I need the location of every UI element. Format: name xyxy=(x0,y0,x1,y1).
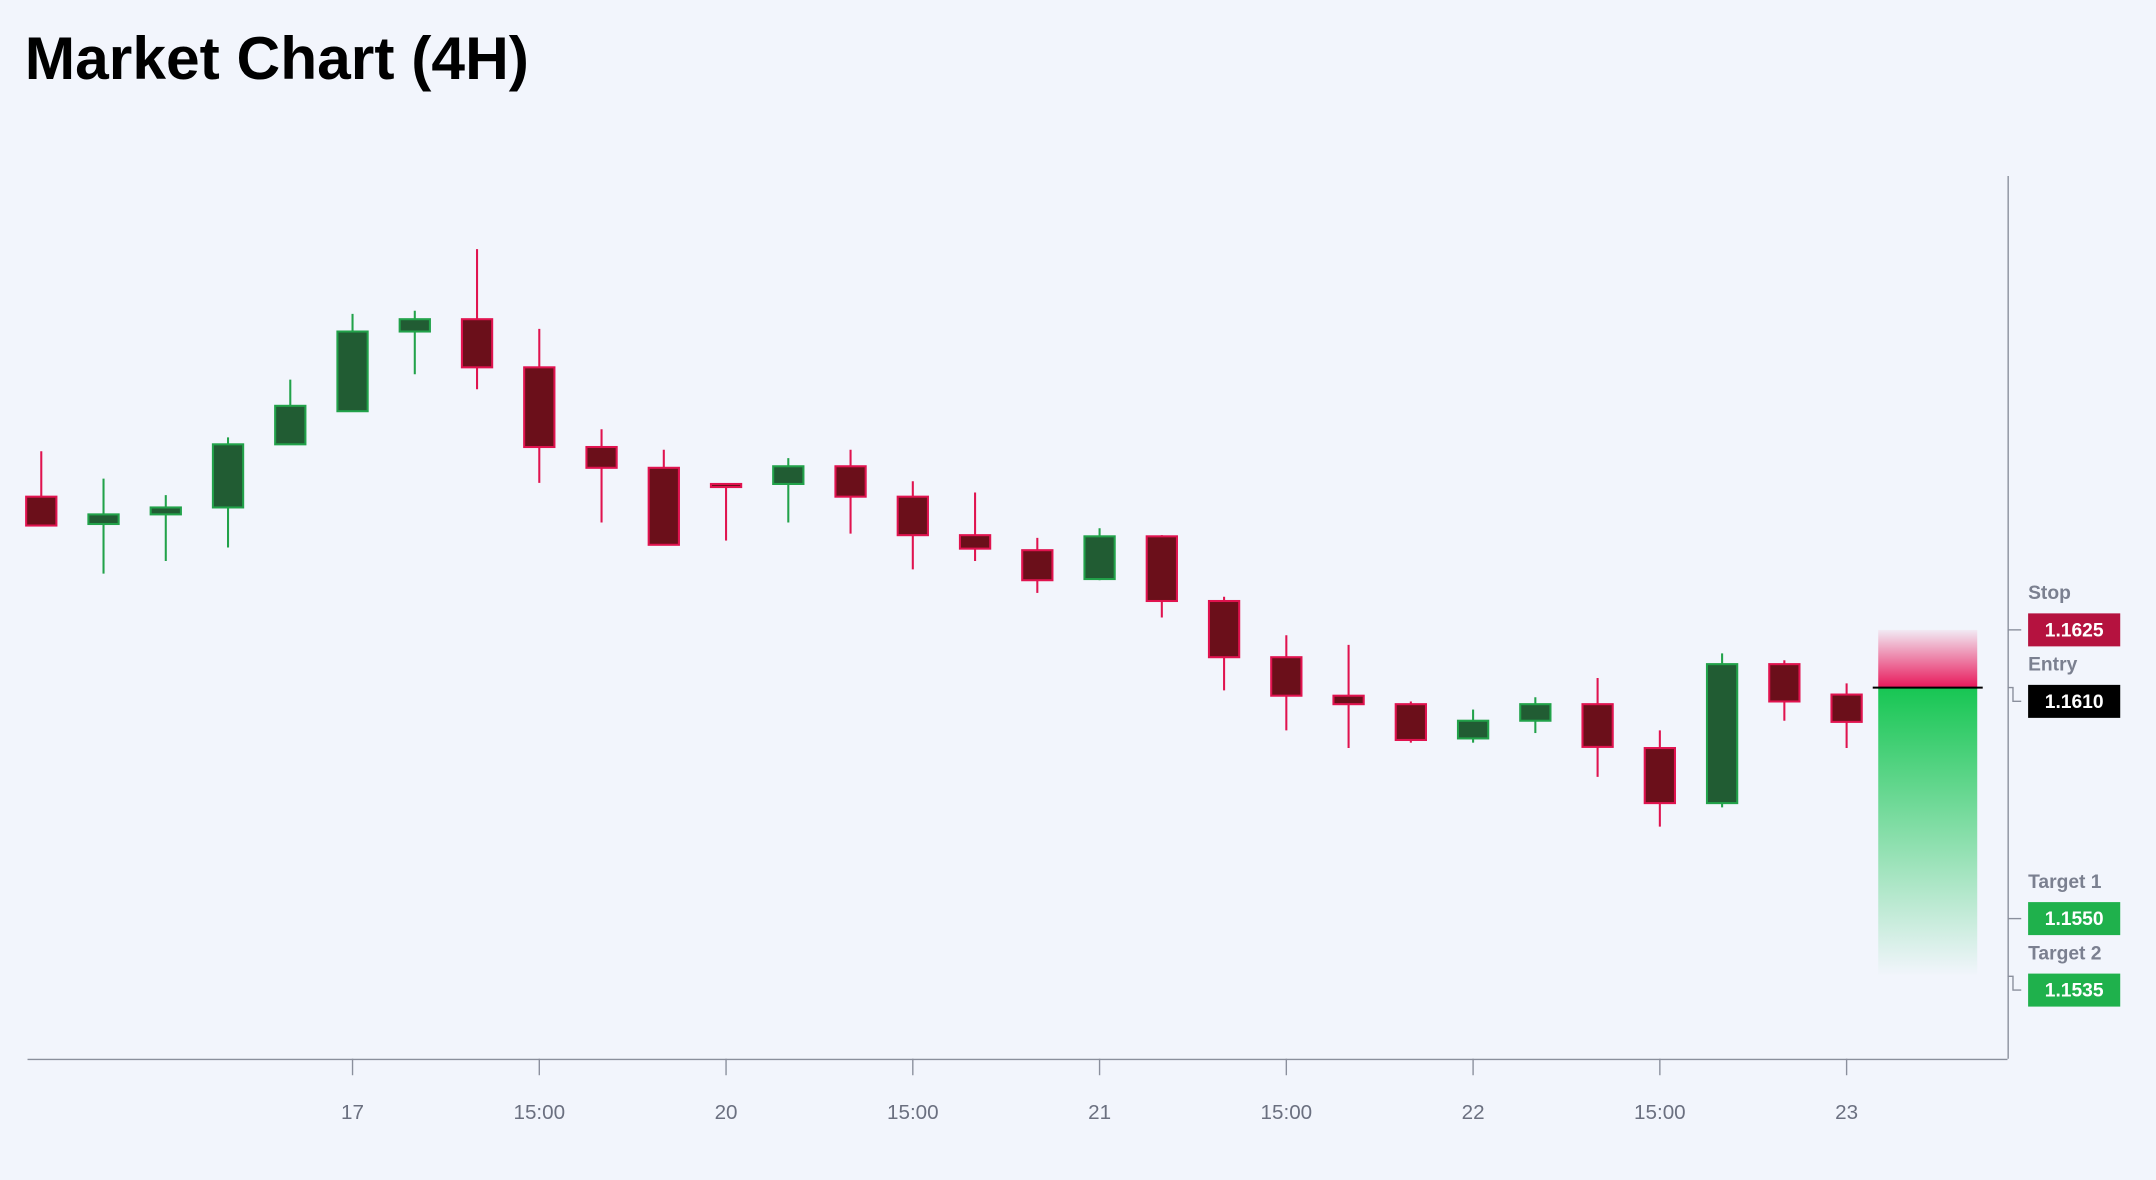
level-name: Target 1 xyxy=(2028,872,2102,893)
level-box xyxy=(2028,613,2121,647)
candle-body xyxy=(1768,663,1801,703)
candle-body xyxy=(336,330,369,413)
level-box xyxy=(2028,684,2121,718)
candle-body xyxy=(1830,693,1863,723)
x-tick-label: 15:00 xyxy=(1261,1101,1313,1124)
x-tick-label: 20 xyxy=(715,1101,738,1124)
candle-body xyxy=(211,443,245,509)
candle-body xyxy=(585,445,618,469)
candle-body xyxy=(1145,535,1178,603)
candle-body xyxy=(523,366,556,449)
level-name: Stop xyxy=(2028,583,2071,604)
target-zone xyxy=(1878,687,1978,977)
candle-body xyxy=(1581,703,1614,748)
x-tick-label: 21 xyxy=(1088,1101,1111,1124)
candle-body xyxy=(1083,535,1116,581)
candle-body xyxy=(1643,747,1677,805)
level-price: 1.1550 xyxy=(2045,909,2104,930)
candle-body xyxy=(274,404,307,446)
candle-body xyxy=(1456,719,1490,740)
level-connector xyxy=(2007,975,2022,991)
x-tick-label: 15:00 xyxy=(514,1101,566,1124)
candle-body xyxy=(1021,549,1054,582)
candle-body xyxy=(896,495,929,537)
level-box xyxy=(2028,902,2121,936)
candle-body xyxy=(87,513,120,526)
x-tick-label: 17 xyxy=(341,1101,364,1124)
candle-body xyxy=(709,482,743,489)
candle-body xyxy=(1394,703,1427,742)
x-tick-label: 23 xyxy=(1835,1101,1858,1124)
x-tick-label: 15:00 xyxy=(1634,1101,1686,1124)
candle-body xyxy=(1519,703,1552,722)
candle-body xyxy=(958,534,992,550)
candle-body xyxy=(25,495,58,527)
candle-body xyxy=(1207,599,1241,659)
candle-body xyxy=(460,318,494,369)
candle-body xyxy=(398,318,431,333)
x-tick-label: 22 xyxy=(1462,1101,1485,1124)
level-price: 1.1625 xyxy=(2045,620,2104,641)
candle-body xyxy=(149,506,182,516)
candle-body xyxy=(834,465,867,498)
chart-title: Market Chart (4H) xyxy=(25,24,529,92)
x-tick-label: 15:00 xyxy=(887,1101,939,1124)
candle-body xyxy=(1705,663,1739,805)
level-price: 1.1610 xyxy=(2045,692,2104,713)
stop-zone xyxy=(1878,629,1978,688)
level-connector xyxy=(2007,686,2022,703)
candle-body xyxy=(1270,656,1303,697)
level-box xyxy=(2028,973,2121,1007)
level-price: 1.1535 xyxy=(2045,981,2104,1002)
candle-body xyxy=(647,466,680,546)
level-name: Entry xyxy=(2028,655,2077,676)
candle-body xyxy=(772,465,805,486)
candle-body xyxy=(1332,694,1365,706)
level-name: Target 2 xyxy=(2028,943,2101,964)
